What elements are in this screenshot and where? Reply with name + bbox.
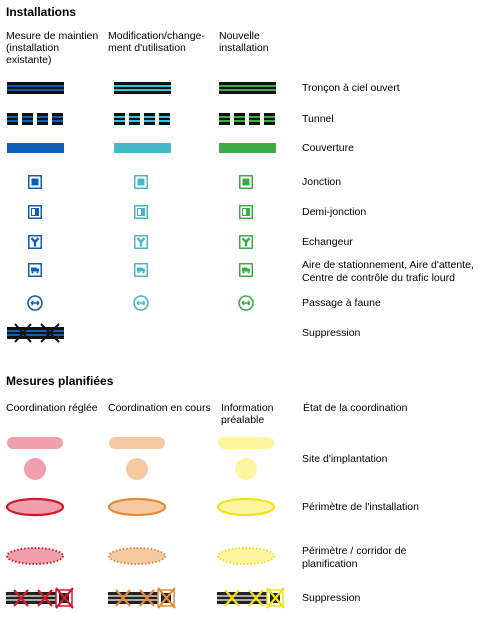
column-header-1: Mesure de maintien <box>6 30 99 42</box>
row-label: Site d'implantation <box>302 453 388 465</box>
row-label: Suppression <box>302 327 361 339</box>
half-junction-icon <box>28 205 42 219</box>
truck-parking-icon <box>134 263 148 277</box>
column-header-3: Nouvelle <box>219 30 260 42</box>
perimeter-ellipse <box>216 497 276 517</box>
site-symbol <box>218 437 274 480</box>
tunnel-dashed-line <box>7 113 63 125</box>
open-section-line <box>219 82 276 94</box>
tunnel-dashed-line <box>114 113 170 125</box>
row-label: Jonction <box>302 176 342 188</box>
column-header-2: ment d'utilisation <box>108 42 186 54</box>
interchange-icon <box>28 235 42 249</box>
row-label: Demi-jonction <box>302 206 367 218</box>
planning-corridor-ellipse <box>108 547 166 565</box>
row-label: Périmètre / corridor de <box>302 545 407 557</box>
wildlife-crossing-icon <box>27 295 43 311</box>
row-label: Couverture <box>302 142 354 154</box>
row-label: Périmètre de l'installation <box>302 501 419 513</box>
interchange-icon <box>134 235 148 249</box>
planning-corridor-ellipse <box>6 547 64 565</box>
column-header-preliminary: préalable <box>221 414 265 426</box>
column-header-in-progress: Coordination en cours <box>108 402 211 414</box>
junction-icon <box>28 175 42 189</box>
perimeter-ellipse <box>107 497 167 517</box>
column-header-settled: Coordination réglée <box>6 402 98 414</box>
cover-bar <box>114 143 171 153</box>
half-junction-icon <box>239 205 253 219</box>
interchange-icon <box>239 235 253 249</box>
row-label: Tunnel <box>302 113 334 125</box>
column-header-1: (installation <box>6 42 60 54</box>
column-header-2: Modification/change- <box>108 30 205 42</box>
wildlife-crossing-icon <box>238 295 254 311</box>
section-title-planned: Mesures planifiées <box>6 374 114 388</box>
tunnel-dashed-line <box>219 113 275 125</box>
column-header-1: existante) <box>6 54 52 66</box>
junction-icon <box>134 175 148 189</box>
row-label: Echangeur <box>302 236 353 248</box>
column-header-coordination-state: État de la coordination <box>303 402 408 414</box>
open-section-line <box>114 82 171 94</box>
row-label: Passage à faune <box>302 297 381 309</box>
cover-bar <box>219 143 276 153</box>
removal-cross-icon <box>6 587 74 609</box>
perimeter-ellipse <box>5 497 65 517</box>
column-header-3: installation <box>219 42 269 54</box>
planning-corridor-ellipse <box>217 547 275 565</box>
junction-icon <box>239 175 253 189</box>
row-label: Centre de contrôle du trafic lourd <box>302 272 455 284</box>
removal-cross-icon <box>217 587 285 609</box>
column-header-preliminary: Information <box>221 402 274 414</box>
cover-bar <box>7 143 64 153</box>
row-label: Suppression <box>302 592 361 604</box>
row-label: Tronçon à ciel ouvert <box>302 82 400 94</box>
open-section-line <box>7 82 64 94</box>
section-title-installations: Installations <box>6 5 77 19</box>
row-label: planification <box>302 558 358 570</box>
truck-parking-icon <box>28 263 42 277</box>
wildlife-crossing-icon <box>133 295 149 311</box>
removal-cross-icon <box>108 587 176 609</box>
removal-cross-icon <box>7 323 64 343</box>
truck-parking-icon <box>239 263 253 277</box>
site-symbol <box>7 437 63 480</box>
half-junction-icon <box>134 205 148 219</box>
row-label: Aire de stationnement, Aire d'attente, <box>302 259 474 271</box>
site-symbol <box>109 437 165 480</box>
